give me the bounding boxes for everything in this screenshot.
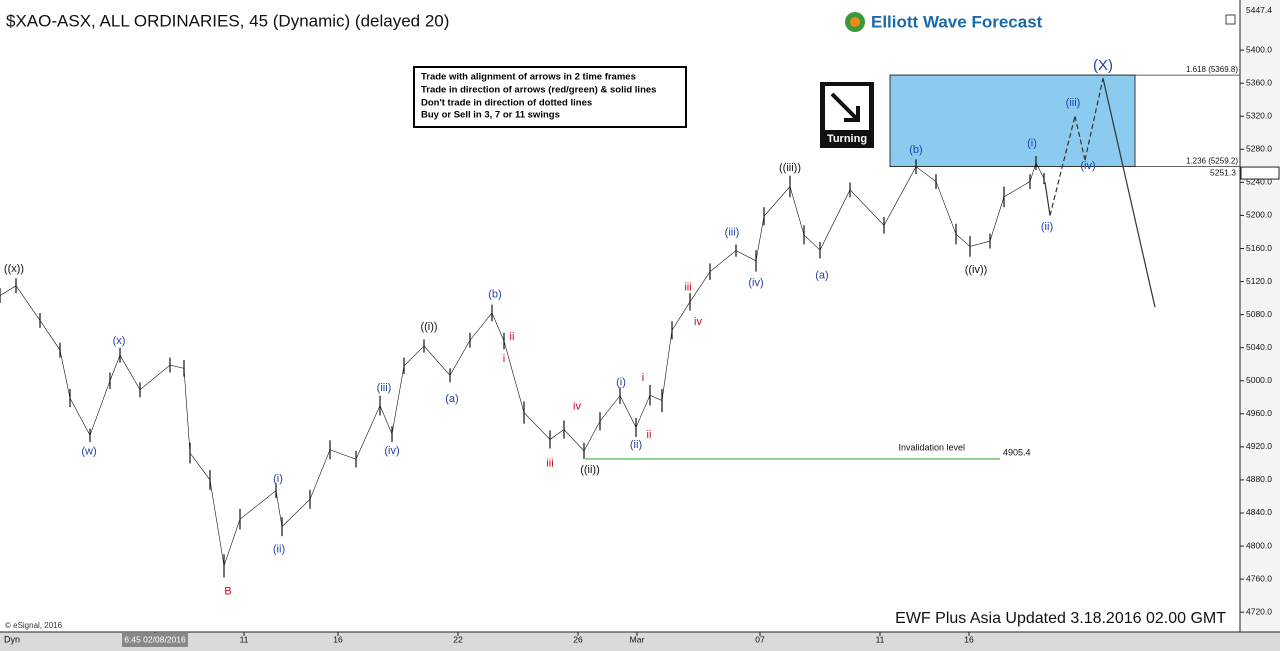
invalidation-value: 4905.4 [1003,447,1031,457]
y-tick-label: 4760.0 [1246,573,1272,583]
rule-text: Don't trade in direction of dotted lines [421,98,592,109]
wave-label: (X) [1093,57,1113,74]
mode-label[interactable]: Dyn [4,634,20,644]
y-tick-label: 5360.0 [1246,77,1272,87]
x-tick-label: 11 [240,634,249,644]
wave-label: (ii) [273,543,285,555]
y-tick-label: 5200.0 [1246,210,1272,220]
x-tick-label: Mar [630,634,645,644]
x-axis-panel [0,632,1280,651]
wave-label: (ii) [1041,221,1053,233]
last-price-label: 5251.3 [1210,167,1236,177]
y-tick-label: 4880.0 [1246,474,1272,484]
x-tick-label: 16 [333,634,343,644]
y-tick-label: 4720.0 [1246,606,1272,616]
rule-text: Trade with alignment of arrows in 2 time… [421,72,636,83]
wave-label: ((i)) [420,321,437,333]
fib-label: 1.618 (5369.8) [1186,65,1238,74]
logo-icon-inner [850,17,860,27]
y-axis-panel [1240,0,1280,632]
wave-label: ((ii)) [580,464,600,476]
rule-text: Buy or Sell in 3, 7 or 11 swings [421,110,560,121]
y-tick-label: 5160.0 [1246,243,1272,253]
y-tick-label: 5120.0 [1246,276,1272,286]
wave-label: (ii) [630,439,642,451]
y-tick-label: 4800.0 [1246,540,1272,550]
rules-box [413,66,687,128]
last-price-box [1240,166,1280,180]
wave-label: i [642,372,644,384]
y-tick-label: 5400.0 [1246,44,1272,54]
projection-segment [1049,116,1076,216]
wave-label: (b) [909,144,922,156]
chart-title: $XAO-ASX, ALL ORDINARIES, 45 (Dynamic) (… [6,11,449,30]
y-tick-label: 5080.0 [1246,309,1272,319]
price-trace [0,162,1045,566]
wave-label: ((x)) [4,263,24,275]
max-price-label: 5447.4 [1246,5,1272,15]
x-cursor-box [122,633,188,647]
wave-label: (a) [445,393,458,405]
wave-label: iv [573,400,581,412]
wave-label: iv [694,316,702,328]
y-tick-label: 5000.0 [1246,375,1272,385]
projection-segment [1044,182,1051,216]
y-tick-label: 5320.0 [1246,111,1272,121]
wave-label: (iv) [1080,160,1095,172]
fib-label: 1.236 (5259.2) [1186,157,1238,166]
x-tick-label: 16 [964,634,974,644]
wave-label: ((iii)) [779,162,801,174]
target-zone [889,74,1136,168]
rule-text: Trade in direction of arrows (red/green)… [421,85,656,96]
footer: EWF Plus Asia Updated 3.18.2016 02.00 GM… [895,610,1226,627]
wave-label: (x) [113,335,126,347]
y-tick-label: 4840.0 [1246,507,1272,517]
invalidation-text: Invalidation level [898,442,965,452]
x-tick-label: 22 [453,634,463,644]
wave-label: (iv) [748,277,763,289]
signal-arrow [830,92,860,122]
x-tick-label: 07 [755,634,765,644]
wave-label: ii [510,331,515,343]
projection-segment [1084,78,1104,161]
wave-label: iii [684,281,691,293]
wave-label: (iii) [377,382,392,394]
y-tick-label: 5280.0 [1246,144,1272,154]
wave-label: (iv) [384,445,399,457]
y-tick-label: 4960.0 [1246,408,1272,418]
projection-segment [1102,78,1156,308]
wave-label: i [503,353,505,365]
wave-label: (b) [488,289,501,301]
wave-label: iii [546,457,553,469]
logo-text: Elliott Wave Forecast [871,12,1043,31]
wave-label: (iii) [1066,97,1081,109]
y-tick-label: 4920.0 [1246,441,1272,451]
wave-label: (w) [81,446,96,458]
window-button[interactable] [1225,14,1236,25]
wave-label: (i) [273,473,283,485]
wave-label: ((iv)) [965,264,988,276]
wave-label: (a) [815,270,828,282]
wave-label: (i) [616,376,626,388]
signal-text: Turning [827,133,867,145]
x-tick-label: 26 [573,634,583,644]
wave-label: (iii) [725,227,740,239]
copyright: © eSignal, 2016 [5,621,63,630]
wave-label: B [224,585,231,597]
x-tick-label: 11 [876,634,885,644]
wave-label: (i) [1027,137,1037,149]
x-tick-label: 6:45 02/08/2016 [124,634,186,644]
wave-label: ii [647,429,652,441]
y-tick-label: 5040.0 [1246,342,1272,352]
y-tick-label: 5240.0 [1246,177,1272,187]
